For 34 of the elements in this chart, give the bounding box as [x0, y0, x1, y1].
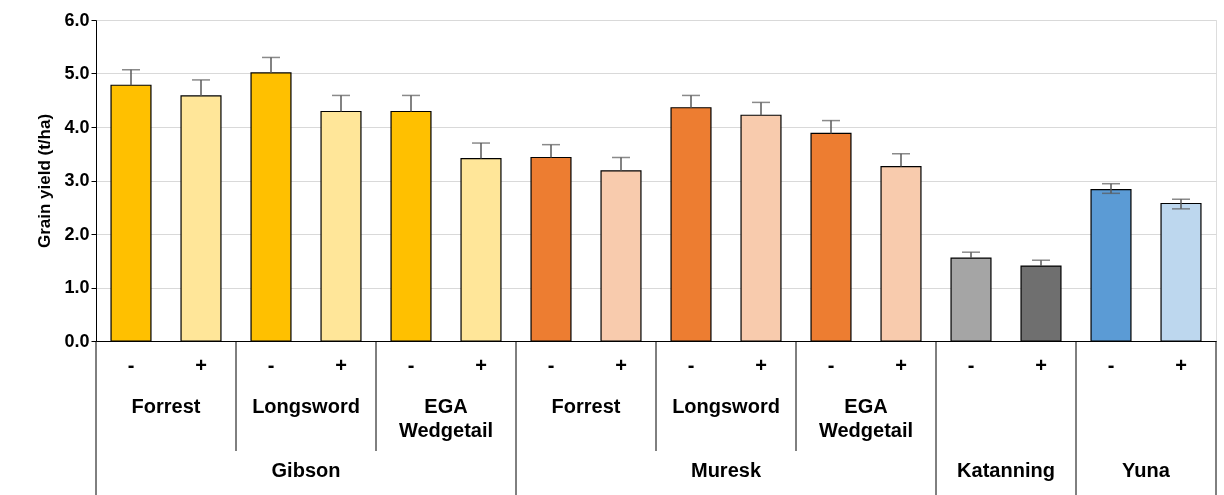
- text: EGA Wedgetail: [818, 395, 914, 441]
- y-axis-title: Grain yield (t/ha): [35, 113, 55, 249]
- text: Katanning: [957, 459, 1055, 481]
- y-tick-label: 1.0: [64, 277, 90, 297]
- x-tick-label: -: [547, 353, 555, 376]
- x-tick-label: +: [475, 353, 487, 376]
- x-tick-label: -: [407, 353, 415, 376]
- text: Forrest: [551, 395, 621, 417]
- x-tick-label: +: [335, 353, 347, 376]
- y-tick-label: 4.0: [64, 116, 90, 137]
- x-tick-label: +: [1035, 353, 1047, 376]
- text: Longsword: [672, 395, 780, 417]
- text: Muresk: [690, 459, 762, 481]
- x-tick-label: -: [127, 353, 135, 376]
- text: Gibson: [271, 459, 341, 481]
- x-tick-label: -: [827, 353, 835, 376]
- text: Forrest: [131, 395, 201, 417]
- y-tick-label: 6.0: [64, 9, 90, 30]
- text: EGA Wedgetail: [398, 395, 494, 441]
- text: Longsword: [252, 395, 360, 417]
- x-tick-label: -: [267, 353, 275, 376]
- x-tick-label: -: [1107, 353, 1115, 376]
- y-tick-label: 0.0: [64, 330, 90, 351]
- y-tick-label: 3.0: [64, 170, 90, 190]
- x-tick-label: +: [755, 353, 767, 376]
- text: Yuna: [1122, 459, 1171, 481]
- y-tick-label: 2.0: [64, 223, 90, 244]
- x-tick-label: +: [615, 353, 627, 376]
- x-tick-label: +: [895, 353, 907, 376]
- x-tick-label: -: [967, 353, 975, 376]
- x-tick-label: +: [195, 353, 207, 376]
- x-tick-label: -: [687, 353, 695, 376]
- x-tick-label: +: [1175, 353, 1187, 376]
- y-tick-label: 5.0: [64, 63, 90, 83]
